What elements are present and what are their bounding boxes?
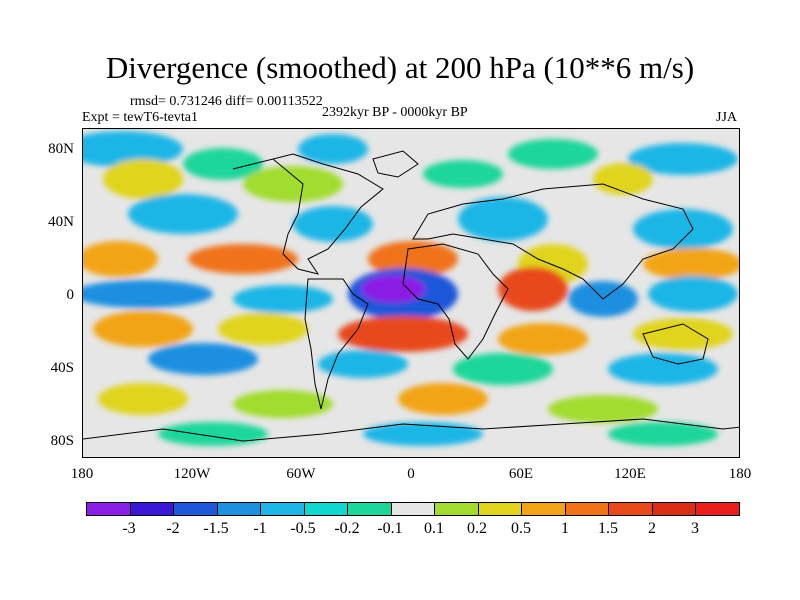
field-blob: [298, 134, 368, 164]
colorbar-label: -0.1: [377, 520, 403, 537]
divergence-map: [82, 128, 740, 458]
field-blob: [318, 350, 408, 378]
lat-label-40s: 40S: [50, 360, 74, 376]
colorbar-label: 3: [691, 520, 699, 537]
eurasia-coast: [412, 183, 694, 300]
field-blob: [608, 422, 718, 446]
colorbar-swatch: [565, 503, 610, 515]
field-blob: [361, 275, 425, 303]
lon-label-180e: 180: [728, 466, 752, 482]
colorbar-swatch: [652, 503, 697, 515]
colorbar-swatch: [609, 503, 653, 515]
field-blob: [83, 241, 158, 277]
field-blob: [83, 131, 183, 167]
colorbar-swatch: [391, 503, 436, 515]
lon-label-120e: 120E: [614, 466, 646, 482]
lat-label-80s: 80S: [50, 433, 74, 449]
field-blob: [103, 159, 183, 199]
lon-label-120w: 120W: [173, 466, 211, 482]
field-blob: [648, 276, 738, 312]
colorbar-label: -0.5: [290, 520, 316, 537]
colorbar-swatch: [478, 503, 523, 515]
colorbar-label: 0.1: [424, 520, 444, 537]
colorbar-swatch: [217, 503, 262, 515]
lon-label-60e: 60E: [508, 466, 534, 482]
field-blob: [458, 197, 548, 241]
field-blob: [218, 313, 308, 345]
field-blob: [508, 139, 598, 169]
colorbar-swatch: [87, 503, 131, 515]
colorbar-swatch: [522, 503, 566, 515]
period-label: 2392kyr BP - 0000kyr BP: [322, 105, 468, 120]
colorbar-swatch: [696, 503, 739, 515]
field-blob: [633, 209, 733, 249]
field-blob: [633, 318, 733, 350]
field-blob: [363, 422, 483, 446]
stats-label: rmsd= 0.731246 diff= 0.00113522: [130, 94, 323, 109]
colorbar-label: 1: [561, 520, 569, 537]
colorbar-label: 0.2: [467, 520, 487, 537]
colorbar-label: -3: [122, 520, 136, 537]
map-canvas: [83, 129, 739, 457]
lat-label-eq: 0: [66, 287, 75, 303]
lon-label-180w: 180: [70, 466, 94, 482]
colorbar-swatch: [348, 503, 392, 515]
colorbar-label: 1.5: [598, 520, 618, 537]
field-blob: [183, 148, 263, 180]
north-america-coast: [232, 153, 384, 275]
field-blob: [243, 166, 343, 202]
field-blob: [158, 422, 268, 446]
colorbar-label: -2: [166, 520, 180, 537]
colorbar-label: -1.5: [203, 520, 229, 537]
field-blob: [188, 244, 298, 274]
colorbar-swatch: [130, 503, 175, 515]
south-america-coast: [304, 278, 369, 410]
field-blob: [548, 395, 658, 423]
field-blob: [293, 206, 373, 242]
lat-label-80n: 80N: [48, 141, 74, 157]
field-blob: [398, 383, 488, 415]
field-blob: [593, 163, 653, 195]
field-blob: [368, 241, 458, 277]
field-blob: [628, 143, 738, 175]
season-label: JJA: [716, 110, 738, 125]
field-blob: [128, 194, 238, 234]
field-blob: [233, 285, 333, 313]
plot-title: Divergence (smoothed) at 200 hPa (10**6 …: [105, 50, 695, 85]
colorbar-swatch: [261, 503, 305, 515]
field-blob: [453, 353, 553, 385]
colorbar-label: 0.5: [511, 520, 531, 537]
colorbar-swatch: [174, 503, 218, 515]
colorbar-label: -1: [253, 520, 267, 537]
colorbar-swatch: [304, 503, 349, 515]
field-blob: [148, 343, 258, 375]
field-blob: [83, 280, 213, 308]
lon-label-60w: 60W: [286, 466, 316, 482]
field-blob: [643, 248, 739, 280]
coastlines: [83, 150, 739, 442]
africa-coast: [402, 243, 509, 360]
field-blob: [93, 311, 193, 347]
field-blob: [233, 390, 333, 418]
field-blob: [98, 383, 188, 415]
field-blob: [338, 316, 468, 352]
field-blob: [608, 353, 718, 385]
lat-label-40n: 40N: [48, 214, 74, 230]
greenland-coast: [372, 150, 419, 178]
colorbar: [86, 502, 740, 516]
field-shading: [83, 131, 739, 446]
field-blob: [498, 323, 588, 355]
colorbar-label: 2: [648, 520, 656, 537]
experiment-label: Expt = tewT6-tevta1: [82, 110, 198, 125]
field-blob: [423, 160, 503, 188]
antarctica-coast: [83, 418, 739, 442]
field-blob: [498, 267, 568, 311]
colorbar-label: -0.2: [334, 520, 360, 537]
colorbar-swatch: [435, 503, 479, 515]
australia-coast: [642, 323, 709, 365]
lon-label-0: 0: [407, 466, 415, 482]
